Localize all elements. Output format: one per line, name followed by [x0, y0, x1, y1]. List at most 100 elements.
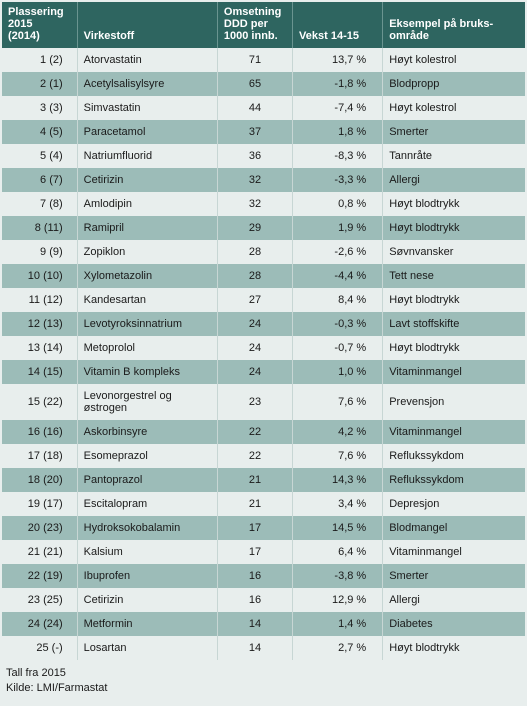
- cell-vekst: 14,3 %: [293, 468, 383, 492]
- table-row: 6 (7)Cetirizin32-3,3 %Allergi: [2, 168, 525, 192]
- cell-vekst: 1,4 %: [293, 612, 383, 636]
- cell-omsetning: 71: [217, 48, 292, 72]
- cell-virkestoff: Cetirizin: [77, 168, 217, 192]
- cell-vekst: 12,9 %: [293, 588, 383, 612]
- cell-eksempel: Vitaminmangel: [383, 420, 525, 444]
- table-row: 18 (20)Pantoprazol2114,3 %Reflukssykdom: [2, 468, 525, 492]
- cell-eksempel: Høyt blodtrykk: [383, 636, 525, 660]
- cell-place: 25 (-): [2, 636, 77, 660]
- cell-eksempel: Høyt blodtrykk: [383, 336, 525, 360]
- cell-place: 15 (22): [2, 384, 77, 420]
- cell-virkestoff: Xylometazolin: [77, 264, 217, 288]
- cell-vekst: -1,8 %: [293, 72, 383, 96]
- table-row: 11 (12)Kandesartan278,4 %Høyt blodtrykk: [2, 288, 525, 312]
- table-row: 10 (10)Xylometazolin28-4,4 %Tett nese: [2, 264, 525, 288]
- cell-virkestoff: Atorvastatin: [77, 48, 217, 72]
- header-omsetning: OmsetningDDD per1000 innb.: [217, 2, 292, 48]
- cell-virkestoff: Metoprolol: [77, 336, 217, 360]
- cell-eksempel: Høyt blodtrykk: [383, 216, 525, 240]
- table-row: 5 (4)Natriumfluorid36-8,3 %Tannråte: [2, 144, 525, 168]
- table-row: 7 (8)Amlodipin320,8 %Høyt blodtrykk: [2, 192, 525, 216]
- table-row: 20 (23)Hydroksokobalamin1714,5 %Blodmang…: [2, 516, 525, 540]
- cell-virkestoff: Vitamin B kompleks: [77, 360, 217, 384]
- header-virkestoff: Virkestoff: [77, 2, 217, 48]
- cell-eksempel: Vitaminmangel: [383, 540, 525, 564]
- cell-eksempel: Reflukssykdom: [383, 468, 525, 492]
- cell-virkestoff: Esomeprazol: [77, 444, 217, 468]
- cell-vekst: -7,4 %: [293, 96, 383, 120]
- cell-virkestoff: Kandesartan: [77, 288, 217, 312]
- cell-vekst: -0,3 %: [293, 312, 383, 336]
- cell-place: 6 (7): [2, 168, 77, 192]
- cell-omsetning: 16: [217, 588, 292, 612]
- cell-eksempel: Høyt blodtrykk: [383, 288, 525, 312]
- cell-place: 18 (20): [2, 468, 77, 492]
- cell-virkestoff: Pantoprazol: [77, 468, 217, 492]
- cell-virkestoff: Hydroksokobalamin: [77, 516, 217, 540]
- cell-virkestoff: Cetirizin: [77, 588, 217, 612]
- cell-place: 17 (18): [2, 444, 77, 468]
- cell-omsetning: 27: [217, 288, 292, 312]
- cell-place: 8 (11): [2, 216, 77, 240]
- cell-virkestoff: Ramipril: [77, 216, 217, 240]
- cell-place: 13 (14): [2, 336, 77, 360]
- table-row: 12 (13)Levotyroksinnatrium24-0,3 %Lavt s…: [2, 312, 525, 336]
- cell-omsetning: 22: [217, 420, 292, 444]
- table-row: 1 (2)Atorvastatin7113,7 %Høyt kolestrol: [2, 48, 525, 72]
- cell-eksempel: Tannråte: [383, 144, 525, 168]
- cell-virkestoff: Levotyroksinnatrium: [77, 312, 217, 336]
- table-row: 21 (21)Kalsium176,4 %Vitaminmangel: [2, 540, 525, 564]
- table-row: 23 (25)Cetirizin1612,9 %Allergi: [2, 588, 525, 612]
- cell-place: 3 (3): [2, 96, 77, 120]
- table-row: 19 (17)Escitalopram213,4 %Depresjon: [2, 492, 525, 516]
- cell-eksempel: Diabetes: [383, 612, 525, 636]
- table-body: 1 (2)Atorvastatin7113,7 %Høyt kolestrol2…: [2, 48, 525, 660]
- cell-omsetning: 17: [217, 540, 292, 564]
- cell-omsetning: 28: [217, 240, 292, 264]
- cell-virkestoff: Askorbinsyre: [77, 420, 217, 444]
- cell-eksempel: Reflukssykdom: [383, 444, 525, 468]
- cell-omsetning: 24: [217, 360, 292, 384]
- cell-vekst: -3,8 %: [293, 564, 383, 588]
- cell-vekst: 1,9 %: [293, 216, 383, 240]
- cell-place: 9 (9): [2, 240, 77, 264]
- cell-place: 19 (17): [2, 492, 77, 516]
- cell-eksempel: Lavt stoffskifte: [383, 312, 525, 336]
- cell-vekst: 7,6 %: [293, 444, 383, 468]
- header-eksempel: Eksempel på bruks-område: [383, 2, 525, 48]
- cell-virkestoff: Ibuprofen: [77, 564, 217, 588]
- cell-omsetning: 14: [217, 612, 292, 636]
- cell-place: 2 (1): [2, 72, 77, 96]
- cell-place: 10 (10): [2, 264, 77, 288]
- cell-eksempel: Blodmangel: [383, 516, 525, 540]
- cell-eksempel: Prevensjon: [383, 384, 525, 420]
- cell-vekst: 4,2 %: [293, 420, 383, 444]
- cell-virkestoff: Losartan: [77, 636, 217, 660]
- cell-vekst: 2,7 %: [293, 636, 383, 660]
- cell-omsetning: 37: [217, 120, 292, 144]
- cell-omsetning: 32: [217, 168, 292, 192]
- cell-omsetning: 36: [217, 144, 292, 168]
- cell-place: 12 (13): [2, 312, 77, 336]
- footer-line1: Tall fra 2015: [6, 666, 521, 681]
- cell-omsetning: 32: [217, 192, 292, 216]
- table-row: 2 (1)Acetylsalisylsyre65-1,8 %Blodpropp: [2, 72, 525, 96]
- cell-omsetning: 21: [217, 468, 292, 492]
- cell-place: 4 (5): [2, 120, 77, 144]
- cell-vekst: 1,8 %: [293, 120, 383, 144]
- cell-vekst: -2,6 %: [293, 240, 383, 264]
- table-row: 22 (19)Ibuprofen16-3,8 %Smerter: [2, 564, 525, 588]
- table-row: 14 (15)Vitamin B kompleks241,0 %Vitaminm…: [2, 360, 525, 384]
- cell-virkestoff: Simvastatin: [77, 96, 217, 120]
- table-row: 25 (-)Losartan142,7 %Høyt blodtrykk: [2, 636, 525, 660]
- cell-vekst: 1,0 %: [293, 360, 383, 384]
- cell-omsetning: 16: [217, 564, 292, 588]
- header-row: Plassering2015 (2014) Virkestoff Omsetni…: [2, 2, 525, 48]
- cell-virkestoff: Levonorgestrel og østrogen: [77, 384, 217, 420]
- footer-line2: Kilde: LMI/Farmastat: [6, 681, 521, 696]
- cell-omsetning: 21: [217, 492, 292, 516]
- cell-omsetning: 44: [217, 96, 292, 120]
- table-row: 9 (9)Zopiklon28-2,6 %Søvnvansker: [2, 240, 525, 264]
- cell-eksempel: Vitaminmangel: [383, 360, 525, 384]
- cell-place: 1 (2): [2, 48, 77, 72]
